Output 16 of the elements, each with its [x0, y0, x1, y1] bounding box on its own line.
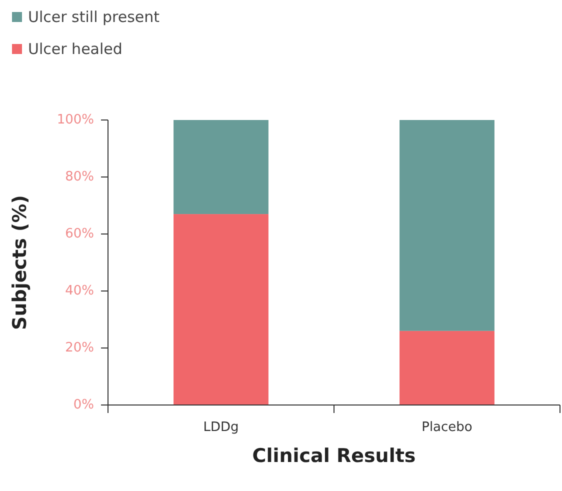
legend-label: Ulcer still present: [28, 8, 160, 26]
y-tick-label: 100%: [56, 112, 94, 128]
bar: [400, 120, 494, 331]
bar: [174, 120, 268, 214]
y-axis-title: Subjects (%): [9, 195, 31, 330]
bar: [174, 214, 268, 405]
y-tick-label: 60%: [65, 226, 94, 242]
x-axis-title: Clinical Results: [252, 445, 416, 467]
y-tick-label: 20%: [65, 340, 94, 356]
x-tick-label: Placebo: [422, 420, 472, 435]
legend-label: Ulcer healed: [28, 40, 122, 58]
bar: [400, 330, 494, 405]
y-tick-label: 40%: [65, 284, 94, 299]
y-tick-label: 0%: [73, 398, 94, 413]
y-tick-label: 80%: [65, 170, 94, 185]
x-tick-label: LDDg: [203, 420, 239, 435]
